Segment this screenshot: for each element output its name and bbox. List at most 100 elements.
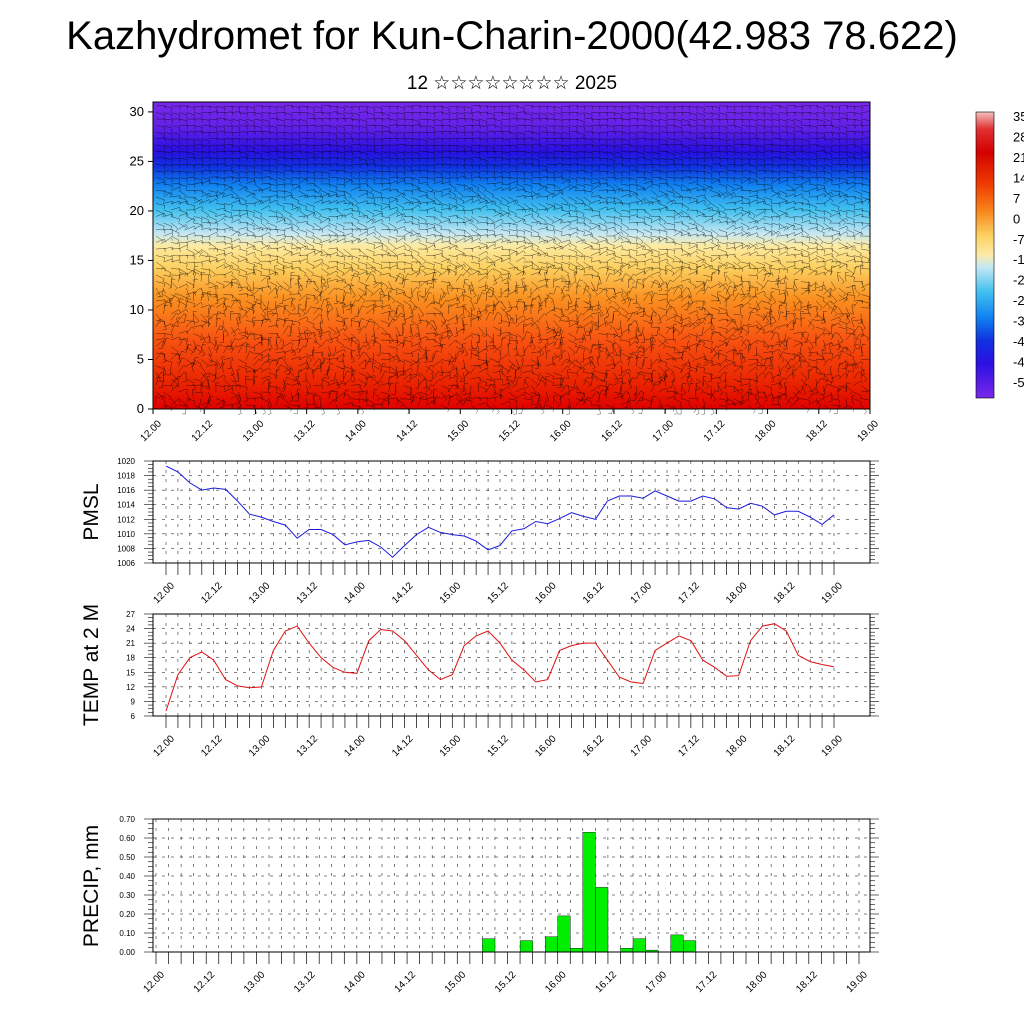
x-tick-label: 18.12 <box>804 418 830 444</box>
precip-bar <box>632 938 646 953</box>
y-tick-label: 0.00 <box>119 948 135 957</box>
pmsl-series-line <box>165 465 835 558</box>
precip-y-axis-label: PRECIP, mm <box>80 825 103 947</box>
x-tick-label: 13.12 <box>292 418 318 444</box>
precip-bar <box>670 934 684 953</box>
precip-chart: 0.000.100.200.300.400.500.600.70 12.00 12… <box>80 815 879 995</box>
colorbar-label: -21 <box>1013 273 1024 288</box>
y-tick-label: 0.70 <box>119 815 135 824</box>
pmsl-grid <box>144 460 879 575</box>
x-tick-label: 14.12 <box>390 580 416 606</box>
colorbar-label: 0 <box>1013 211 1020 226</box>
x-tick-label: 16.12 <box>599 418 625 444</box>
colorbar-label: -42 <box>1013 334 1024 349</box>
y-tick-label: 24 <box>126 625 135 634</box>
x-tick-label: 18.00 <box>753 418 779 444</box>
x-tick-label: 15.00 <box>443 969 469 995</box>
precip-bar <box>683 940 697 953</box>
y-tick-label: 15 <box>126 668 135 677</box>
y-tick-label: 1012 <box>117 515 135 524</box>
x-tick-label: 19.00 <box>844 969 870 995</box>
x-tick-label: 13.00 <box>242 969 268 995</box>
precip-bar <box>545 936 559 953</box>
precip-y-axis: 0.00 0.10 0.20 0.30 0.40 0.50 0.60 0.70 <box>119 815 135 957</box>
colorbar-label: 14 <box>1013 170 1024 185</box>
x-tick-label: 15.12 <box>497 418 523 444</box>
y-tick-label: 15 <box>130 252 144 267</box>
colorbar-scale <box>975 111 995 399</box>
y-tick-label: 25 <box>130 153 144 168</box>
x-tick-label: 13.00 <box>247 733 273 759</box>
heatmap-field <box>153 102 870 409</box>
x-tick-label: 17.12 <box>676 733 702 759</box>
colorbar-label: -35 <box>1013 314 1024 329</box>
y-tick-label: 0 <box>137 401 144 416</box>
pmsl-x-axis: 12.00 12.12 13.00 13.12 14.00 14.12 15.00 15.12… <box>151 580 845 606</box>
colorbar-label: -14 <box>1013 252 1024 267</box>
x-tick-label: 18.12 <box>772 580 798 606</box>
precip-bar <box>519 940 533 953</box>
temp-x-axis: 12.00 12.12 13.00 13.12 14.00 14.12 15.00 15.12… <box>151 733 845 759</box>
pmsl-y-axis: 1006 1008 1010 1012 1014 1016 1018 1020 <box>117 457 135 568</box>
y-tick-label: 10 <box>130 302 144 317</box>
x-tick-label: 12.12 <box>199 733 225 759</box>
x-tick-label: 16.00 <box>533 580 559 606</box>
x-tick-label: 19.00 <box>819 580 845 606</box>
temp-y-axis-label: TEMP at 2 M <box>80 604 103 726</box>
y-tick-label: 21 <box>126 639 135 648</box>
y-tick-label: 0.30 <box>119 891 135 900</box>
y-tick-label: 1006 <box>117 559 135 568</box>
x-tick-label: 14.12 <box>393 969 419 995</box>
x-tick-label: 13.12 <box>295 733 321 759</box>
x-tick-label: 18.12 <box>772 733 798 759</box>
y-tick-label: 0.60 <box>119 834 135 843</box>
y-tick-label: 1016 <box>117 486 135 495</box>
x-tick-label: 16.12 <box>581 733 607 759</box>
x-tick-label: 12.12 <box>192 969 218 995</box>
heatmap-x-axis: 12.00 12.12 13.00 13.12 14.00 14.12 15.00 15.12… <box>138 409 881 444</box>
wind-barbs <box>155 104 871 415</box>
x-tick-label: 12.00 <box>138 418 164 444</box>
x-tick-label: 17.00 <box>629 733 655 759</box>
colorbar-labels: 35 28 21 14 7 0 -7 -14 -21 -28 -35 -42 -49 -56 <box>1013 109 1024 390</box>
precip-bar <box>595 887 609 953</box>
colorbar-label: 28 <box>1013 129 1024 144</box>
x-tick-label: 15.00 <box>446 418 472 444</box>
page-title: Kazhydromet for Kun-Charin-2000(42.983 7… <box>66 14 958 58</box>
precip-grid <box>144 818 879 964</box>
x-tick-label: 12.12 <box>190 418 216 444</box>
x-tick-label: 14.12 <box>390 733 416 759</box>
precip-bar <box>570 948 584 953</box>
y-tick-label: 27 <box>126 610 135 619</box>
x-tick-label: 12.12 <box>199 580 225 606</box>
colorbar-label: 21 <box>1013 150 1024 165</box>
precip-bar <box>582 832 596 953</box>
x-tick-label: 15.00 <box>438 580 464 606</box>
y-tick-label: 9 <box>131 697 136 706</box>
x-tick-label: 13.00 <box>247 580 273 606</box>
y-tick-label: 18 <box>126 654 135 663</box>
x-tick-label: 19.00 <box>819 733 845 759</box>
colorbar-label: -28 <box>1013 293 1024 308</box>
y-tick-label: 20 <box>130 203 144 218</box>
y-tick-label: 0.20 <box>119 910 135 919</box>
x-tick-label: 15.00 <box>438 733 464 759</box>
temp-y-axis: 6 9 12 15 18 21 24 27 <box>126 610 135 721</box>
x-tick-label: 16.00 <box>543 969 569 995</box>
pmsl-frame <box>152 460 871 564</box>
x-tick-label: 14.00 <box>342 969 368 995</box>
x-tick-label: 14.00 <box>342 580 368 606</box>
colorbar-label: -56 <box>1013 375 1024 390</box>
colorbar-label: -49 <box>1013 355 1024 370</box>
y-tick-label: 1008 <box>117 544 135 553</box>
temp-series-line <box>165 623 835 712</box>
y-tick-label: 30 <box>130 104 144 119</box>
y-tick-label: 1020 <box>117 457 135 466</box>
x-tick-label: 16.00 <box>548 418 574 444</box>
x-tick-label: 13.12 <box>295 580 321 606</box>
precip-bar <box>557 915 571 953</box>
precip-bar <box>482 938 496 953</box>
x-tick-label: 15.12 <box>493 969 519 995</box>
